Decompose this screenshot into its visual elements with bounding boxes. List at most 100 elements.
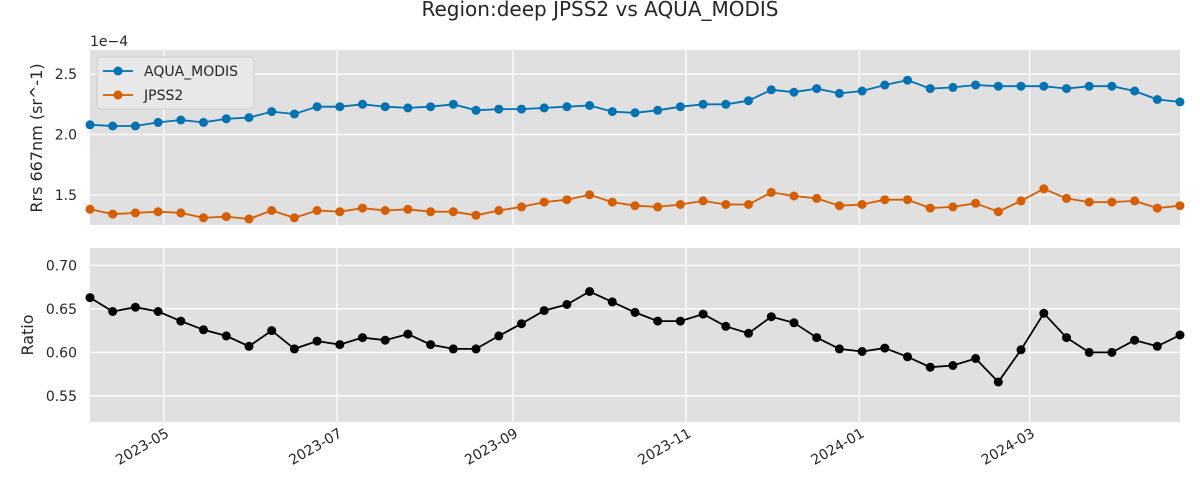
top-series-0-point [244,113,254,123]
top-series-1-point [834,201,844,211]
top-series-1-point [1016,196,1026,206]
bottom-series-0-point [766,312,776,322]
x-tick-label: 2024-03 [979,426,1038,469]
top-y-tick-label: 2.5 [55,67,77,83]
top-series-0-point [1152,95,1162,104]
top-series-1-point [766,187,776,197]
top-series-1-point [108,209,118,219]
top-series-0-point [267,107,277,117]
top-series-1-point [221,212,231,222]
bottom-series-0-point [312,336,322,346]
top-series-1-point [948,202,958,212]
top-series-1-point [380,206,390,215]
top-series-0-point [1107,81,1117,91]
bottom-series-0-point [539,306,549,316]
top-series-0-point [857,86,867,96]
top-series-0-point [539,103,549,113]
top-series-1-point [562,195,572,205]
top-series-1-point [130,208,140,218]
bottom-series-0-point [153,307,163,316]
top-series-1-point [199,213,208,223]
bottom-series-0-point [358,333,367,343]
bottom-series-0-point [244,341,254,351]
bottom-series-0-point [880,343,890,353]
top-offset-text: 1e−4 [90,34,128,50]
x-tick-label: 2024-01 [809,426,868,469]
bottom-series-0-point [380,335,390,345]
bottom-series-0-point [1016,345,1026,355]
bottom-series-0-point [971,354,981,363]
bottom-series-0-point [130,302,140,312]
legend-entry-label: JPSS2 [143,88,183,104]
top-series-0-point [903,75,912,85]
top-series-0-point [517,104,526,114]
x-axis: 2023-05 2023-07 2023-09 2023-11 2024-01 2024-… [113,426,1037,469]
top-series-0-point [130,121,140,131]
bottom-series-0-point [335,340,345,350]
bottom-series-0-point [653,316,663,326]
bottom-series-0-point [834,344,844,354]
top-series-0-point [766,85,776,95]
bottom-y-tick-label: 0.55 [46,389,77,405]
top-series-0-point [1175,97,1185,107]
legend-box [96,56,255,110]
top-series-0-point [221,114,231,124]
top-series-1-point [903,195,912,205]
top-y-tick-label: 1.5 [55,188,77,204]
top-series-0-point [585,101,595,110]
top-series-0-point [948,82,958,92]
top-series-0-point [675,102,685,112]
bottom-series-0-point [744,328,753,338]
top-series-1-point [607,197,617,207]
bottom-series-0-point [1039,308,1049,318]
bottom-series-0-point [993,377,1003,387]
top-series-0-point [834,88,844,98]
top-series-0-point [789,87,799,97]
top-series-1-point [539,197,549,207]
top-series-1-point [1084,197,1094,207]
top-series-0-point [698,99,708,109]
top-grid [90,50,1180,225]
top-series-1-point [789,191,799,201]
top-series-0-point [653,105,663,115]
bottom-series-layer [85,287,1185,387]
top-series-0-point [1039,81,1049,91]
top-series-0-point [971,80,981,90]
chart-title: Region:deep JPSS2 vs AQUA_MODIS [422,0,779,21]
bottom-series-0-point [1152,341,1162,351]
bottom-series-0-point [562,300,572,309]
top-plot-area [90,50,1180,225]
bottom-series-0-point [948,361,958,370]
top-series-1-point [267,206,277,215]
top-series-0-point [812,84,822,94]
top-series-1-point [85,204,95,214]
top-series-0-point [1084,81,1094,91]
top-series-1-point [335,207,345,217]
legend-swatch-marker [113,90,123,100]
top-series-0-point [403,103,413,113]
top-series-1-point [289,213,299,223]
top-series-0-point [199,117,208,127]
legend-entry-label: AQUA_MODIS [144,64,238,80]
top-y-tick-label: 2.0 [55,127,77,143]
bottom-series-0-point [176,316,186,326]
bottom-series-0-point [1084,347,1094,357]
bottom-series-0-point [925,362,935,372]
top-series-0-point [289,109,299,119]
bottom-series-0-point [630,307,640,317]
top-series-1-point [993,207,1003,217]
top-series-1-point [880,195,890,205]
top-series-0-point [1016,81,1026,91]
bottom-series-0-point [448,344,458,354]
bottom-series-0-point [1107,347,1117,357]
top-series-0-point [607,107,617,117]
top-series-0-point [494,104,504,114]
legend-swatch-marker [113,66,123,76]
top-series-1-point [1130,196,1140,206]
top-series-0-point [448,99,458,109]
top-series-0-point [380,102,390,112]
bottom-series-0-point [903,352,912,362]
top-series-0-point [925,84,935,94]
top-series-1-point [971,198,981,208]
